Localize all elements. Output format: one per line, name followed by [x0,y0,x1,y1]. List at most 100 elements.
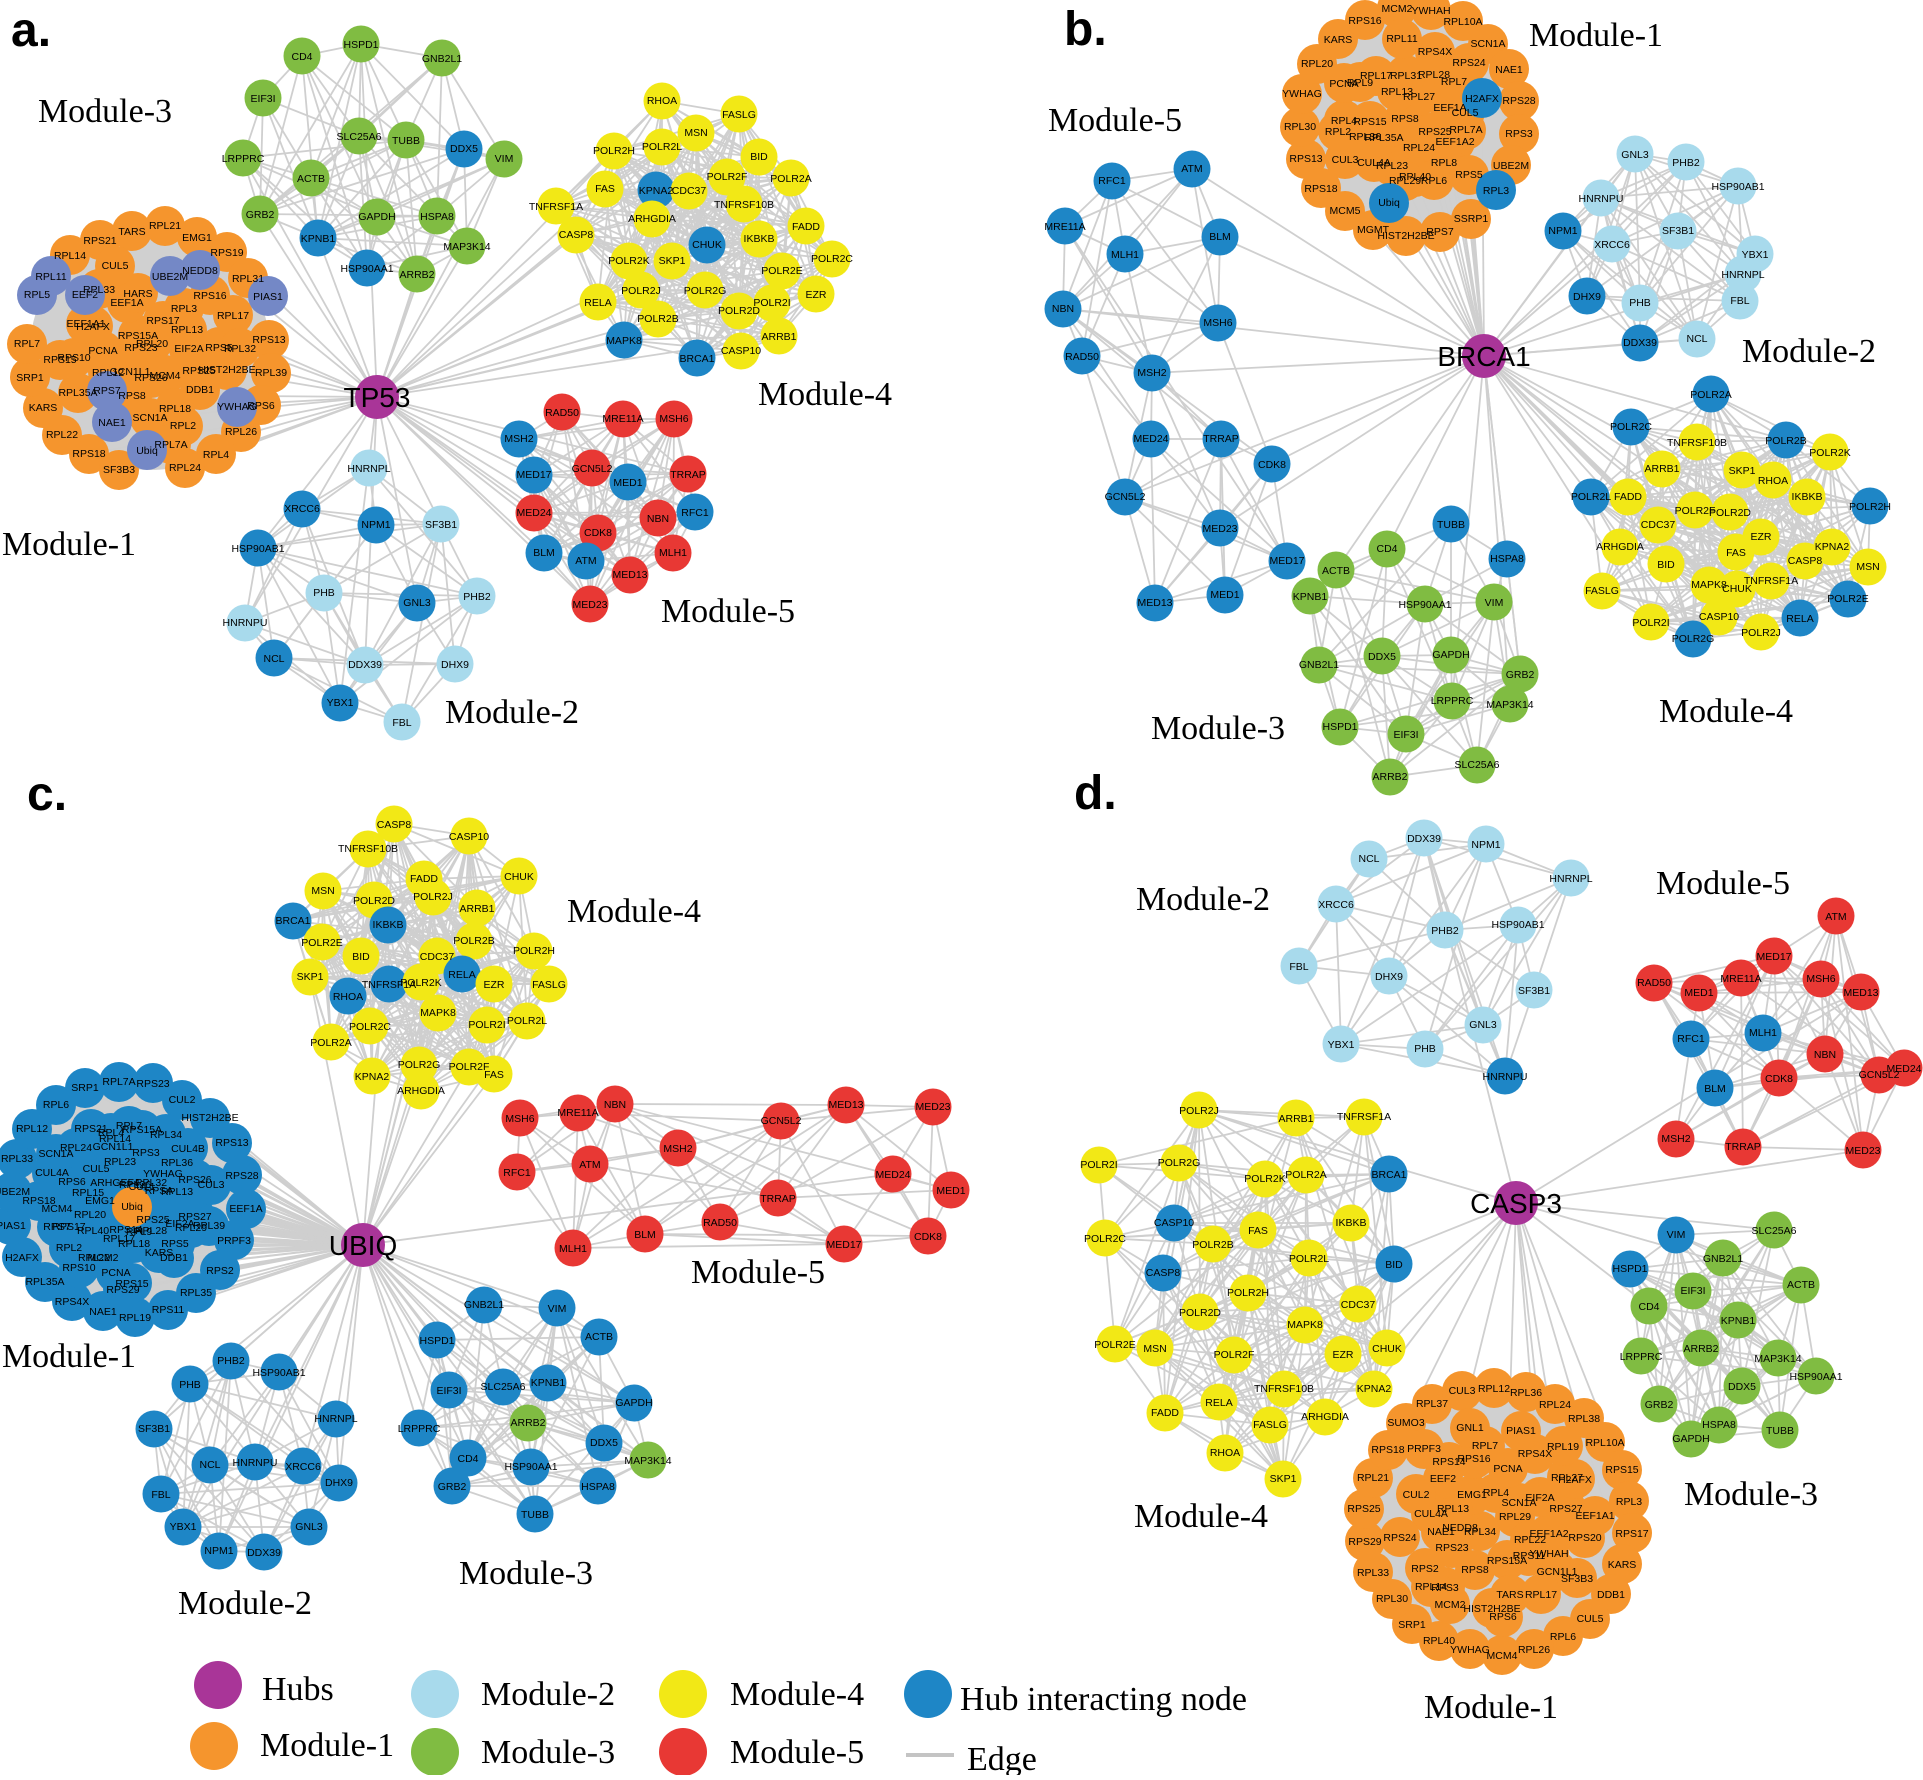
svg-text:MCM2: MCM2 [1435,1599,1466,1611]
svg-text:RPL40: RPL40 [77,1225,109,1237]
svg-text:POLR2I: POLR2I [753,297,790,309]
svg-text:RPS14: RPS14 [1432,1456,1465,1468]
svg-text:IKBKB: IKBKB [373,919,404,931]
svg-text:MRE11A: MRE11A [602,413,643,425]
svg-text:RPL7A: RPL7A [102,1076,135,1088]
svg-text:EEF1A1: EEF1A1 [1575,1510,1614,1522]
svg-text:CHUK: CHUK [692,239,722,251]
svg-text:BID: BID [352,951,370,963]
svg-text:MED13: MED13 [1137,597,1172,609]
svg-text:KARS: KARS [145,1247,174,1259]
svg-text:CASP8: CASP8 [559,229,594,241]
svg-text:IKBKB: IKBKB [1336,1217,1367,1229]
svg-text:RPL35A: RPL35A [25,1276,64,1288]
svg-text:POLR2F: POLR2F [449,1061,490,1073]
svg-text:PHB: PHB [1629,297,1651,309]
svg-text:RPL33: RPL33 [1,1153,33,1165]
svg-text:MAPK8: MAPK8 [1691,579,1727,591]
svg-text:MAPK8: MAPK8 [606,335,642,347]
svg-text:DDB1: DDB1 [160,1252,188,1264]
svg-text:RPS6: RPS6 [1489,1611,1517,1623]
svg-text:SKP1: SKP1 [659,255,686,267]
svg-text:GNL1: GNL1 [1456,1422,1484,1434]
svg-text:CUL1: CUL1 [129,1181,156,1193]
svg-text:GCN1L1: GCN1L1 [93,1141,134,1153]
svg-text:RPS17: RPS17 [1615,1528,1648,1540]
svg-text:POLR2A: POLR2A [1285,1169,1326,1181]
svg-text:c.: c. [27,768,67,821]
svg-text:ACTB: ACTB [1787,1279,1815,1291]
svg-text:MAP3K14: MAP3K14 [624,1455,671,1467]
svg-text:BLM: BLM [1209,231,1231,243]
svg-text:NPM1: NPM1 [361,519,390,531]
svg-text:LRPPRC: LRPPRC [222,153,265,165]
svg-text:RPL4: RPL4 [98,1127,124,1139]
svg-text:GNB2L1: GNB2L1 [1299,659,1339,671]
svg-text:PIAS1: PIAS1 [1506,1425,1536,1437]
svg-text:POLR2L: POLR2L [642,141,682,153]
svg-text:YBX1: YBX1 [327,697,354,709]
svg-text:ARRB1: ARRB1 [1278,1113,1313,1125]
svg-text:RPL20: RPL20 [136,338,168,350]
svg-text:BRCA1: BRCA1 [275,915,310,927]
svg-text:RPS20: RPS20 [1568,1532,1601,1544]
svg-text:POLR2G: POLR2G [684,285,727,297]
svg-text:TNFRSF1A: TNFRSF1A [362,979,416,991]
svg-text:MSH6: MSH6 [1806,973,1835,985]
svg-text:RPS2: RPS2 [1411,1563,1439,1575]
svg-text:MRE11A: MRE11A [1044,221,1085,233]
svg-text:TUBB: TUBB [392,135,420,147]
svg-text:RPS8: RPS8 [1391,113,1419,125]
svg-text:MED23: MED23 [1202,523,1237,535]
svg-text:KPNA2: KPNA2 [1815,541,1850,553]
svg-text:NCL: NCL [263,653,284,665]
svg-text:ACTB: ACTB [585,1331,613,1343]
svg-text:RPL5: RPL5 [24,289,50,301]
svg-text:MED23: MED23 [1845,1145,1880,1157]
svg-text:ARHGDIA: ARHGDIA [1596,541,1644,553]
svg-text:ACTB: ACTB [297,173,325,185]
svg-text:RPL36: RPL36 [1349,131,1381,143]
svg-text:KARS: KARS [1324,34,1353,46]
svg-text:RPS5: RPS5 [161,1238,189,1250]
svg-text:PCNA: PCNA [1493,1463,1522,1475]
svg-text:POLR2L: POLR2L [1571,491,1611,503]
svg-text:RPS4X: RPS4X [1418,46,1452,58]
svg-text:POLR2E: POLR2E [1827,593,1868,605]
svg-text:RPS5: RPS5 [1455,169,1483,181]
svg-text:RPL15: RPL15 [72,1187,104,1199]
svg-text:MSN: MSN [1143,1343,1166,1355]
svg-text:RPS16: RPS16 [193,290,226,302]
svg-text:NAE1: NAE1 [89,1306,117,1318]
svg-text:TNFRSF1A: TNFRSF1A [529,201,583,213]
svg-text:TARS: TARS [118,226,145,238]
svg-text:TNFRSF10B: TNFRSF10B [1254,1383,1314,1395]
svg-text:VIM: VIM [1667,1229,1686,1241]
svg-text:ARHGEF4: ARHGEF4 [90,1177,140,1189]
svg-text:GCN5L2: GCN5L2 [1859,1069,1900,1081]
svg-text:RPS28: RPS28 [1502,95,1535,107]
svg-text:PHB: PHB [179,1379,201,1391]
svg-text:GAPDH: GAPDH [615,1397,652,1409]
svg-text:HSP90AB1: HSP90AB1 [231,543,284,555]
svg-text:H2AFX: H2AFX [1465,93,1499,105]
svg-text:HNRNPL: HNRNPL [1721,269,1764,281]
svg-text:POLR2B: POLR2B [637,313,678,325]
svg-text:MED17: MED17 [826,1239,861,1251]
svg-text:HSPA8: HSPA8 [581,1481,615,1493]
svg-text:RPL17: RPL17 [1525,1589,1557,1601]
svg-text:RPS18: RPS18 [72,448,105,460]
svg-text:RFC1: RFC1 [503,1167,531,1179]
svg-text:SCN1A: SCN1A [132,412,167,424]
svg-text:ATM: ATM [579,1159,600,1171]
svg-text:Module-5: Module-5 [691,1254,825,1291]
svg-text:HNRNPL: HNRNPL [314,1413,357,1425]
svg-text:Module-5: Module-5 [1048,102,1182,139]
svg-text:RPS27: RPS27 [178,1211,211,1223]
svg-text:MAP3K14: MAP3K14 [443,241,490,253]
svg-text:b.: b. [1064,3,1107,56]
svg-text:NPM1: NPM1 [204,1545,233,1557]
svg-text:CUL4A: CUL4A [1414,1508,1448,1520]
svg-text:HSPD1: HSPD1 [419,1335,454,1347]
svg-text:EZR: EZR [1333,1349,1354,1361]
